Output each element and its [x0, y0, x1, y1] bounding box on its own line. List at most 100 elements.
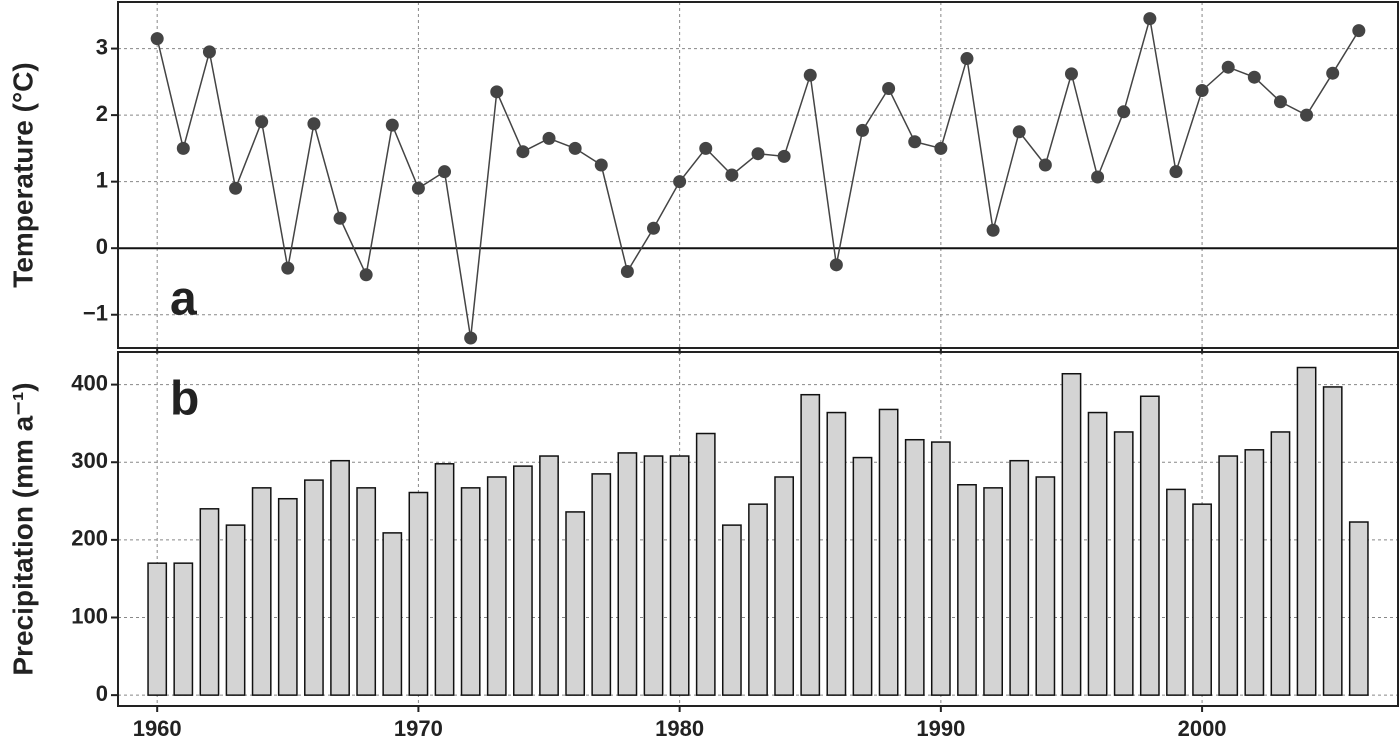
- x-tick-label: 2000: [1178, 716, 1227, 741]
- bar: [460, 487, 481, 696]
- bar: [1113, 431, 1134, 696]
- point: [464, 331, 478, 345]
- point: [1300, 108, 1314, 122]
- point: [359, 268, 373, 282]
- point: [490, 85, 504, 99]
- point: [568, 141, 582, 155]
- point: [281, 261, 295, 275]
- y-tick-label: 2: [96, 101, 108, 126]
- point: [777, 149, 791, 163]
- y-tick-label: 100: [71, 603, 108, 628]
- bar: [277, 497, 298, 696]
- point: [438, 165, 452, 179]
- y-tick-label: 3: [96, 34, 108, 59]
- bar: [330, 459, 350, 696]
- bar: [225, 524, 246, 696]
- bar: [382, 532, 403, 696]
- bar: [434, 463, 455, 696]
- point: [333, 211, 347, 225]
- point: [1169, 165, 1183, 179]
- bar: [1087, 411, 1108, 696]
- bar: [721, 524, 742, 696]
- bar: [1139, 395, 1160, 696]
- y-tick-label: 200: [71, 526, 108, 551]
- bar: [1218, 455, 1239, 696]
- point: [725, 168, 739, 182]
- point: [516, 145, 530, 159]
- y-tick-label: 300: [71, 448, 108, 473]
- point: [1247, 70, 1261, 84]
- x-tick-label: 1960: [133, 716, 182, 741]
- bar: [669, 455, 690, 696]
- y-tick-label: 400: [71, 370, 108, 395]
- bar: [904, 438, 925, 696]
- point: [986, 223, 1000, 237]
- bar: [1009, 459, 1030, 696]
- line: [156, 18, 1360, 339]
- bar: [591, 473, 612, 696]
- point: [307, 117, 321, 131]
- point: [385, 118, 399, 132]
- bar: [251, 487, 272, 696]
- bar: [173, 562, 194, 696]
- point: [934, 141, 948, 155]
- point: [1143, 12, 1157, 26]
- point: [411, 181, 425, 195]
- panel-label: b: [170, 373, 199, 426]
- y-tick-label: 0: [96, 681, 108, 706]
- bar: [748, 503, 768, 696]
- bar: [199, 508, 220, 696]
- x-tick-label: 1970: [394, 716, 443, 741]
- point: [150, 32, 164, 46]
- bar: [513, 465, 533, 696]
- y-axis-label: Temperature (°C): [7, 62, 38, 287]
- point: [594, 158, 608, 172]
- point: [1064, 67, 1078, 81]
- bar: [1244, 449, 1265, 696]
- bar: [1296, 366, 1317, 696]
- bar: [486, 476, 507, 696]
- point: [1117, 105, 1131, 119]
- bar: [774, 476, 795, 696]
- bar: [643, 455, 664, 696]
- point: [176, 141, 190, 155]
- point: [855, 123, 869, 137]
- bar: [878, 408, 899, 696]
- point: [803, 68, 817, 82]
- point: [751, 147, 765, 161]
- point: [1091, 170, 1105, 184]
- y-axis-label: Precipitation (mm a⁻¹): [7, 382, 38, 675]
- bar: [1322, 386, 1343, 696]
- panel-label: a: [170, 273, 197, 326]
- bar: [565, 511, 586, 696]
- x-tick-label: 1990: [916, 716, 965, 741]
- plot-frame: [117, 351, 1399, 707]
- x-tick-label: 1980: [655, 716, 704, 741]
- point: [1195, 83, 1209, 97]
- bar: [617, 452, 638, 696]
- bar: [983, 487, 1003, 696]
- bar: [826, 411, 847, 696]
- point: [620, 264, 634, 278]
- plot-frame: [117, 1, 1399, 349]
- bar: [1270, 431, 1291, 696]
- point: [202, 45, 216, 59]
- point: [1326, 66, 1340, 80]
- bar: [930, 441, 951, 696]
- y-tick-label: 1: [96, 167, 108, 192]
- point: [1273, 95, 1287, 109]
- point: [229, 181, 243, 195]
- bar: [1061, 372, 1082, 696]
- point: [829, 258, 843, 272]
- bar: [695, 432, 716, 696]
- point: [908, 135, 922, 149]
- point: [1012, 125, 1026, 139]
- point: [960, 52, 974, 66]
- point: [255, 115, 269, 129]
- bar: [957, 484, 977, 696]
- bar: [1192, 503, 1212, 696]
- point: [673, 175, 687, 189]
- bar: [1035, 476, 1056, 696]
- y-tick-label: 0: [96, 234, 108, 259]
